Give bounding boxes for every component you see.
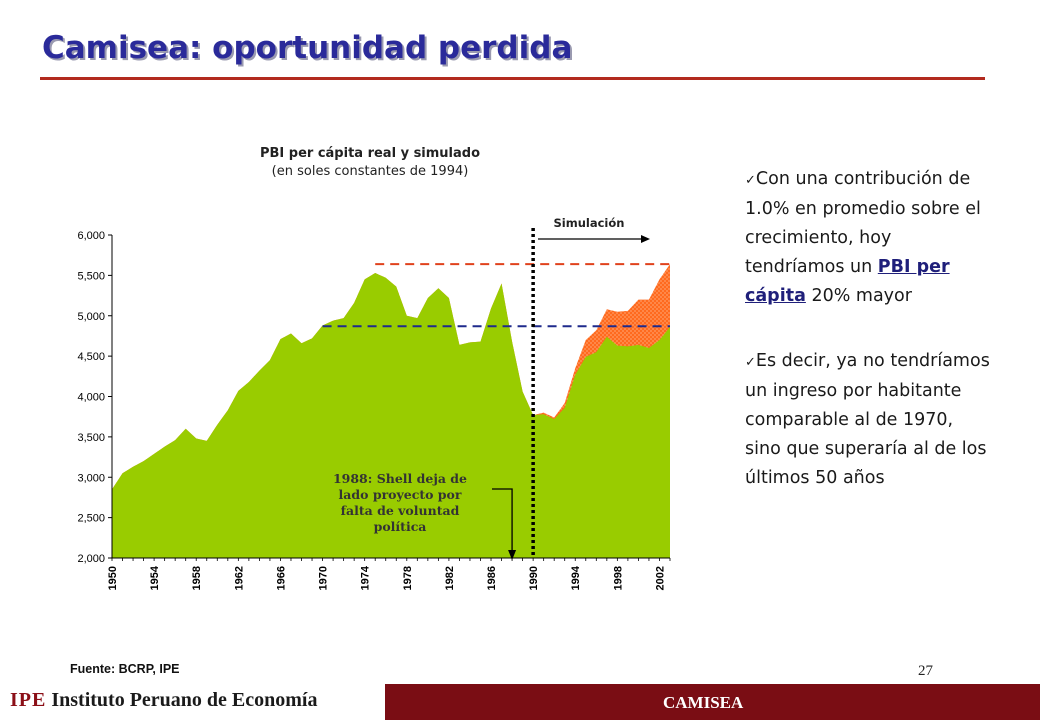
y-tick-label: 6,000 <box>77 230 105 242</box>
footer-bar: IPE Instituto Peruano de Economía CAMISE… <box>0 684 1040 720</box>
bullet-list: ✓Con una contribución de 1.0% en promedi… <box>745 165 990 529</box>
footer-section-label: CAMISEA <box>663 693 744 712</box>
x-tick-label: 1950 <box>107 566 119 590</box>
bullet-text-post: 20% mayor <box>805 286 912 306</box>
y-tick-label: 4,000 <box>77 392 105 404</box>
x-tick-label: 1998 <box>612 566 624 590</box>
x-tick-label: 1982 <box>444 566 456 590</box>
x-tick-label: 1986 <box>486 566 498 590</box>
footer-brand: IPE Instituto Peruano de Economía <box>10 689 317 712</box>
source-note: Fuente: BCRP, IPE <box>70 662 180 676</box>
page-number: 27 <box>918 663 933 679</box>
y-tick-label: 5,000 <box>77 311 105 323</box>
event-arrow-line <box>492 488 513 552</box>
bullet-item: ✓Con una contribución de 1.0% en promedi… <box>745 165 990 311</box>
event-annotation-text: política <box>374 519 427 534</box>
y-tick-label: 5,500 <box>77 270 105 282</box>
simulation-arrow-head <box>641 235 650 243</box>
event-annotation-text: falta de voluntad <box>341 503 460 518</box>
event-annotation-text: 1988: Shell deja de <box>333 471 467 486</box>
ipe-logo: IPE <box>10 689 47 711</box>
simulation-label: Simulación <box>554 216 625 230</box>
chart-title: PBI per cápita real y simulado <box>259 146 481 161</box>
x-tick-label: 1978 <box>402 566 414 590</box>
x-tick-label: 1974 <box>360 565 372 590</box>
x-tick-label: 2002 <box>654 566 666 590</box>
x-tick-label: 1962 <box>233 566 245 590</box>
x-tick-label: 1966 <box>275 566 287 590</box>
slide-title: Camisea: oportunidad perdida <box>42 30 573 66</box>
event-annotation-text: lado proyecto por <box>339 487 462 502</box>
gdp-area-chart: 2,000 2,500 3,000 3,500 4,000 4,500 5,000 5,500… <box>77 216 671 590</box>
footer-brand-panel: IPE Instituto Peruano de Economía <box>0 684 385 720</box>
x-tick-label: 1994 <box>570 565 582 590</box>
bullet-text-pre: Con una contribución de 1.0% en promedio… <box>745 169 981 277</box>
bullet-item: ✓Es decir, ya no tendríamos un ingreso p… <box>745 347 990 493</box>
x-tick-label: 1958 <box>191 566 203 590</box>
x-tick-label: 1954 <box>149 565 161 590</box>
y-tick-label: 3,000 <box>77 472 105 484</box>
event-arrow-head <box>508 550 517 560</box>
title-divider <box>40 77 985 80</box>
checkmark-icon: ✓ <box>745 355 756 370</box>
y-tick-label: 4,500 <box>77 351 105 363</box>
bullet-highlight: PBI per cápita <box>745 257 950 306</box>
bullet-text: Es decir, ya no tendríamos un ingreso po… <box>745 351 990 488</box>
x-tick-label: 1970 <box>318 566 330 590</box>
y-tick-label: 3,500 <box>77 432 105 444</box>
y-tick-label: 2,500 <box>77 513 105 525</box>
footer-brand-name: Instituto Peruano de Economía <box>51 689 318 711</box>
x-tick-label: 1990 <box>528 566 540 590</box>
event-annotation-box <box>312 467 488 541</box>
y-tick-label: 2,000 <box>77 553 105 565</box>
real-gdp-area <box>112 272 670 558</box>
checkmark-icon: ✓ <box>745 173 756 188</box>
chart-subtitle: (en soles constantes de 1994) <box>271 164 469 179</box>
